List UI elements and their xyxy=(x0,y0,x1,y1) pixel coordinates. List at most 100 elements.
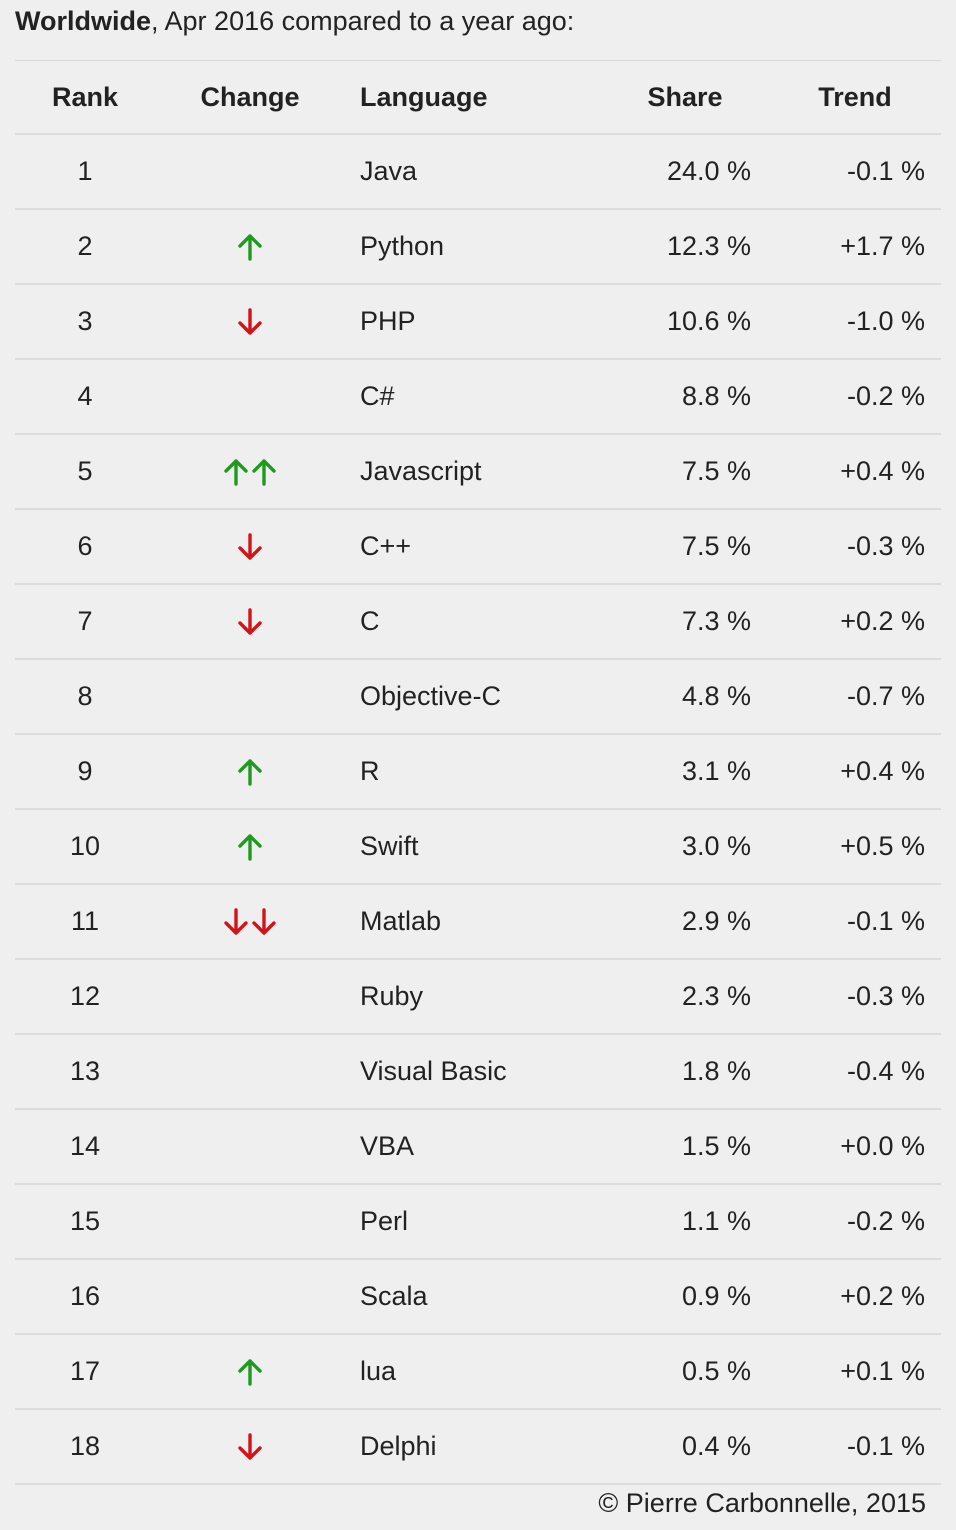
language-cell: Python xyxy=(360,231,445,261)
trend-cell: +1.7 % xyxy=(840,231,925,261)
trend-cell: -0.2 % xyxy=(846,381,925,411)
language-cell: C xyxy=(360,606,380,636)
rank-cell: 17 xyxy=(69,1356,101,1386)
trend-cell: -0.3 % xyxy=(846,981,925,1011)
column-header-share[interactable]: Share xyxy=(647,81,723,112)
up-arrow-icon xyxy=(236,757,264,787)
change-cell xyxy=(175,435,325,508)
rank-cell: 4 xyxy=(77,381,93,411)
down-arrow-icon xyxy=(236,607,264,637)
language-cell: PHP xyxy=(360,306,416,336)
rank-cell: 13 xyxy=(69,1056,101,1086)
table-row: 6 C++ 7.5 % -0.3 % xyxy=(15,510,941,585)
up-arrow-icon xyxy=(236,757,264,787)
language-cell: Visual Basic xyxy=(360,1056,507,1086)
language-cell: Delphi xyxy=(360,1431,437,1461)
language-cell: Perl xyxy=(360,1206,409,1236)
table-row: 11 Matlab 2.9 % -0.1 % xyxy=(15,885,941,960)
rank-cell: 2 xyxy=(77,231,93,261)
up-arrow-icon xyxy=(250,457,278,487)
table-row: 7 C 7.3 % +0.2 % xyxy=(15,585,941,660)
share-cell: 0.5 % xyxy=(681,1356,751,1386)
table-row: 8 Objective-C 4.8 % -0.7 % xyxy=(15,660,941,735)
double-down-arrow-icon xyxy=(222,907,278,937)
language-cell: VBA xyxy=(360,1131,415,1161)
trend-cell: +0.2 % xyxy=(840,1281,925,1311)
change-cell xyxy=(175,1410,325,1483)
rank-cell: 1 xyxy=(77,156,93,186)
trend-cell: -1.0 % xyxy=(846,306,925,336)
rank-cell: 12 xyxy=(69,981,101,1011)
rank-cell: 18 xyxy=(69,1431,101,1461)
column-header-change[interactable]: Change xyxy=(200,81,300,112)
trend-cell: -0.1 % xyxy=(846,906,925,936)
table-row: 10 Swift 3.0 % +0.5 % xyxy=(15,810,941,885)
column-header-trend[interactable]: Trend xyxy=(818,81,892,112)
share-cell: 3.1 % xyxy=(681,756,751,786)
language-cell: Javascript xyxy=(360,456,482,486)
trend-cell: -0.1 % xyxy=(846,156,925,186)
table-row: 13 Visual Basic 1.8 % -0.4 % xyxy=(15,1035,941,1110)
table-row: 9 R 3.1 % +0.4 % xyxy=(15,735,941,810)
table-row: 16 Scala 0.9 % +0.2 % xyxy=(15,1260,941,1335)
share-cell: 1.5 % xyxy=(681,1131,751,1161)
language-cell: Matlab xyxy=(360,906,442,936)
page-title-rest: , Apr 2016 compared to a year ago: xyxy=(151,6,575,36)
rank-cell: 10 xyxy=(69,831,101,861)
rank-cell: 11 xyxy=(70,906,100,936)
language-cell: R xyxy=(360,756,380,786)
column-header-language[interactable]: Language xyxy=(360,81,488,112)
language-cell: lua xyxy=(360,1356,397,1386)
change-cell xyxy=(175,660,325,733)
down-arrow-icon xyxy=(236,532,264,562)
table-row: 14 VBA 1.5 % +0.0 % xyxy=(15,1110,941,1185)
down-arrow-icon xyxy=(222,907,250,937)
down-arrow-icon xyxy=(236,307,264,337)
change-cell xyxy=(175,585,325,658)
trend-cell: +0.4 % xyxy=(840,456,925,486)
ranking-table: Rank Change Language Share Trend 1 Java 2 4… xyxy=(15,60,941,1485)
up-arrow-icon xyxy=(222,457,250,487)
rank-cell: 9 xyxy=(77,756,93,786)
change-cell xyxy=(175,1185,325,1258)
share-cell: 10.6 % xyxy=(666,306,751,336)
change-cell xyxy=(175,960,325,1033)
language-cell: Java xyxy=(360,156,418,186)
table-row: 5 Javascript 7.5 % +0.4 % xyxy=(15,435,941,510)
table-row: 18 Delphi 0.4 % -0.1 % xyxy=(15,1410,941,1485)
trend-cell: -0.2 % xyxy=(846,1206,925,1236)
table-row: 15 Perl 1.1 % -0.2 % xyxy=(15,1185,941,1260)
share-cell: 7.5 % xyxy=(681,531,751,561)
share-cell: 12.3 % xyxy=(666,231,751,261)
double-up-arrow-icon xyxy=(222,457,278,487)
change-cell xyxy=(175,1110,325,1183)
language-cell: Swift xyxy=(360,831,419,861)
table-row: 17 lua 0.5 % +0.1 % xyxy=(15,1335,941,1410)
change-cell xyxy=(175,1260,325,1333)
down-arrow-icon xyxy=(250,907,278,937)
change-cell xyxy=(175,810,325,883)
change-cell xyxy=(175,510,325,583)
down-arrow-icon xyxy=(236,1432,264,1462)
share-cell: 4.8 % xyxy=(681,681,751,711)
share-cell: 2.9 % xyxy=(681,906,751,936)
language-cell: Scala xyxy=(360,1281,428,1311)
change-cell xyxy=(175,1035,325,1108)
change-cell xyxy=(175,735,325,808)
copyright-footer: © Pierre Carbonnelle, 2015 xyxy=(598,1488,926,1518)
page-title: Worldwide, Apr 2016 compared to a year a… xyxy=(15,4,574,38)
up-arrow-icon xyxy=(236,832,264,862)
trend-cell: -0.1 % xyxy=(846,1431,925,1461)
down-arrow-icon xyxy=(236,532,264,562)
share-cell: 0.9 % xyxy=(681,1281,751,1311)
share-cell: 7.5 % xyxy=(681,456,751,486)
language-cell: C++ xyxy=(360,531,412,561)
rank-cell: 3 xyxy=(77,306,93,336)
trend-cell: +0.1 % xyxy=(840,1356,925,1386)
change-cell xyxy=(175,285,325,358)
change-cell xyxy=(175,210,325,283)
column-header-rank[interactable]: Rank xyxy=(51,81,119,112)
rank-cell: 8 xyxy=(77,681,93,711)
trend-cell: +0.0 % xyxy=(840,1131,925,1161)
up-arrow-icon xyxy=(236,232,264,262)
